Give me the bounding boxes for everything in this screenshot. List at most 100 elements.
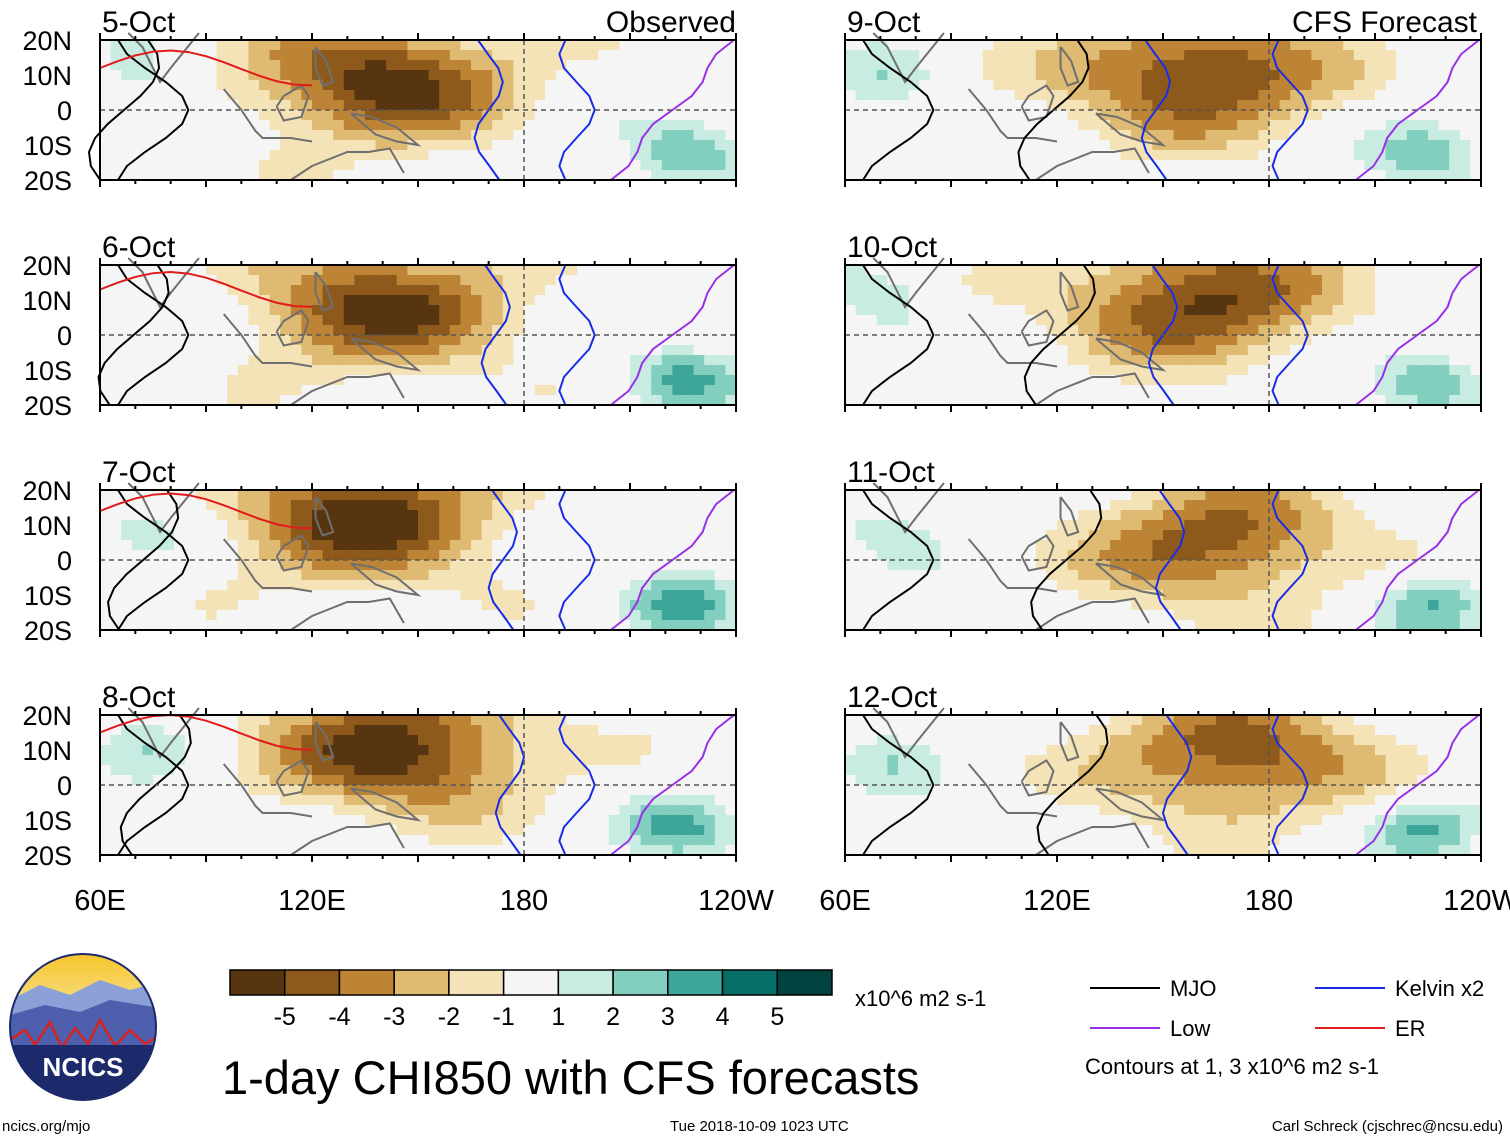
shading-cell [280, 580, 292, 591]
shading-cell [1385, 150, 1397, 161]
shading-cell [972, 295, 984, 306]
shading-cell [428, 50, 440, 61]
shading-cell [237, 80, 249, 91]
shading-cell [555, 50, 567, 61]
shading-cell [492, 150, 504, 161]
shading-cell [1004, 355, 1016, 366]
shading-cell [1247, 150, 1259, 161]
shading-cell [1205, 90, 1217, 101]
shading-cell [1152, 130, 1164, 141]
shading-cell [1173, 385, 1185, 396]
shading-cell [471, 490, 483, 501]
shading-cell [866, 305, 878, 316]
shading-cell [1396, 40, 1408, 51]
shading-cell [1205, 140, 1217, 151]
shading-cell [206, 805, 218, 816]
shading-cell [407, 275, 419, 286]
shading-cell [216, 520, 228, 531]
shading-cell [608, 835, 620, 846]
shading-cell [492, 335, 504, 346]
shading-cell [1237, 60, 1249, 71]
shading-cell [153, 385, 165, 396]
shading-cell [1470, 160, 1482, 171]
shading-cell [216, 765, 228, 776]
shading-cell [259, 50, 271, 61]
shading-cell [1152, 60, 1164, 71]
shading-cell [449, 385, 461, 396]
shading-cell [908, 90, 920, 101]
shading-cell [481, 60, 493, 71]
shading-cell [439, 100, 451, 111]
shading-cell [280, 775, 292, 786]
shading-cell [492, 50, 504, 61]
shading-cell [1120, 90, 1132, 101]
shading-cell [354, 395, 366, 406]
shading-cell [110, 325, 122, 336]
shading-cell [855, 140, 867, 151]
shading-cell [1205, 100, 1217, 111]
shading-cell [322, 395, 334, 406]
shading-cell [598, 50, 610, 61]
shading-cell [206, 845, 218, 856]
shading-cell [248, 325, 260, 336]
shading-cell [142, 395, 154, 406]
shading-cell [365, 120, 377, 131]
shading-cell [993, 90, 1005, 101]
shading-cell [396, 375, 408, 386]
shading-cell [259, 795, 271, 806]
shading-cell [206, 375, 218, 386]
shading-cell [481, 725, 493, 736]
shading-cell [163, 90, 175, 101]
shading-cell [887, 385, 899, 396]
shading-cell [1322, 140, 1334, 151]
shading-cell [322, 160, 334, 171]
shading-cell [555, 120, 567, 131]
shading-cell [972, 395, 984, 406]
shading-cell [908, 150, 920, 161]
shading-cell [365, 40, 377, 51]
shading-cell [216, 490, 228, 501]
shading-cell [587, 305, 599, 316]
shading-cell [237, 795, 249, 806]
shading-cell [513, 550, 525, 561]
shading-cell [1131, 170, 1143, 181]
shading-cell [460, 355, 472, 366]
shading-cell [184, 765, 196, 776]
shading-cell [375, 795, 387, 806]
shading-cell [693, 580, 705, 591]
shading-cell [587, 600, 599, 611]
shading-cell [386, 745, 398, 756]
shading-cell [301, 40, 313, 51]
shading-cell [396, 510, 408, 521]
shading-cell [725, 550, 737, 561]
shading-cell [131, 785, 143, 796]
shading-cell [961, 40, 973, 51]
shading-cell [153, 50, 165, 61]
shading-cell [428, 725, 440, 736]
shading-cell [471, 530, 483, 541]
shading-cell [312, 510, 324, 521]
shading-cell [1226, 130, 1238, 141]
shading-cell [1322, 60, 1334, 71]
shading-cell [534, 170, 546, 181]
shading-cell [1396, 110, 1408, 121]
shading-cell [269, 600, 281, 611]
shading-cell [608, 375, 620, 386]
shading-cell [651, 755, 663, 766]
shading-cell [566, 550, 578, 561]
shading-cell [227, 50, 239, 61]
shading-cell [471, 560, 483, 571]
shading-cell [1385, 130, 1397, 141]
shading-cell [428, 110, 440, 121]
shading-cell [1046, 130, 1058, 141]
shading-cell [982, 375, 994, 386]
shading-cell [598, 520, 610, 531]
shading-cell [940, 120, 952, 131]
shading-cell [121, 560, 133, 571]
shading-cell [630, 785, 642, 796]
shading-cell [142, 335, 154, 346]
shading-cell [269, 325, 281, 336]
shading-cell [587, 620, 599, 631]
shading-cell [630, 715, 642, 726]
shading-cell [142, 130, 154, 141]
